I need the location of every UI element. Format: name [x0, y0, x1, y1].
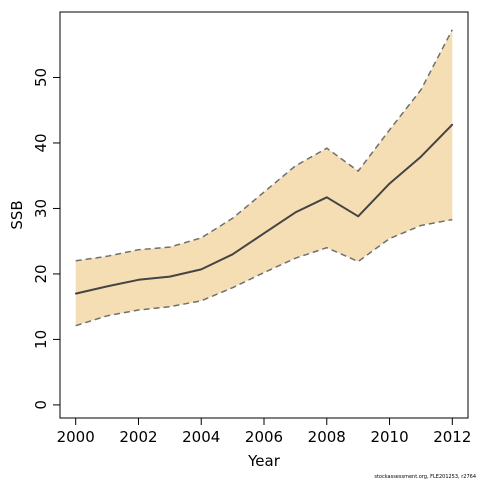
ssb-point	[137, 279, 140, 281]
ssb-point	[74, 292, 77, 295]
y-tick-label: 20	[32, 264, 50, 283]
y-tick-label: 30	[32, 199, 50, 218]
x-axis: 2000 2002 2004 2006 2008 2010 2012	[57, 418, 471, 446]
x-axis-title: Year	[247, 452, 281, 470]
plot-area	[74, 29, 454, 327]
y-axis: 0 10 20 30 40 50	[32, 68, 60, 410]
x-tick-label: 2002	[119, 428, 157, 446]
ssb-point	[451, 123, 454, 126]
ssb-point	[420, 155, 422, 158]
x-tick-label: 2004	[182, 428, 220, 446]
y-tick-label: 10	[32, 330, 50, 349]
x-tick-label: 2008	[308, 428, 346, 446]
x-tick-label: 2012	[433, 428, 471, 446]
ssb-point	[357, 215, 359, 218]
ssb-point	[200, 268, 203, 271]
x-tick-label: 2010	[370, 428, 408, 446]
ssb-point	[231, 253, 234, 256]
x-tick-label: 2000	[57, 428, 95, 446]
x-tick-label: 2006	[245, 428, 283, 446]
ssb-point	[325, 196, 328, 199]
ssb-point	[169, 275, 171, 278]
ssb-point	[263, 232, 265, 235]
y-tick-label: 40	[32, 133, 50, 152]
credit-text: stockassessment.org, FLE201253, r2764	[374, 474, 476, 480]
upper-bound-line	[75, 29, 453, 262]
confidence-band	[75, 29, 453, 326]
y-axis-title: SSB	[8, 200, 26, 229]
ssb-point	[388, 182, 391, 185]
y-tick-label: 50	[32, 68, 50, 87]
ssb-point	[294, 211, 297, 214]
ssb-point	[106, 285, 108, 288]
lower-bound-line	[75, 218, 453, 327]
y-tick-label: 0	[32, 400, 50, 410]
